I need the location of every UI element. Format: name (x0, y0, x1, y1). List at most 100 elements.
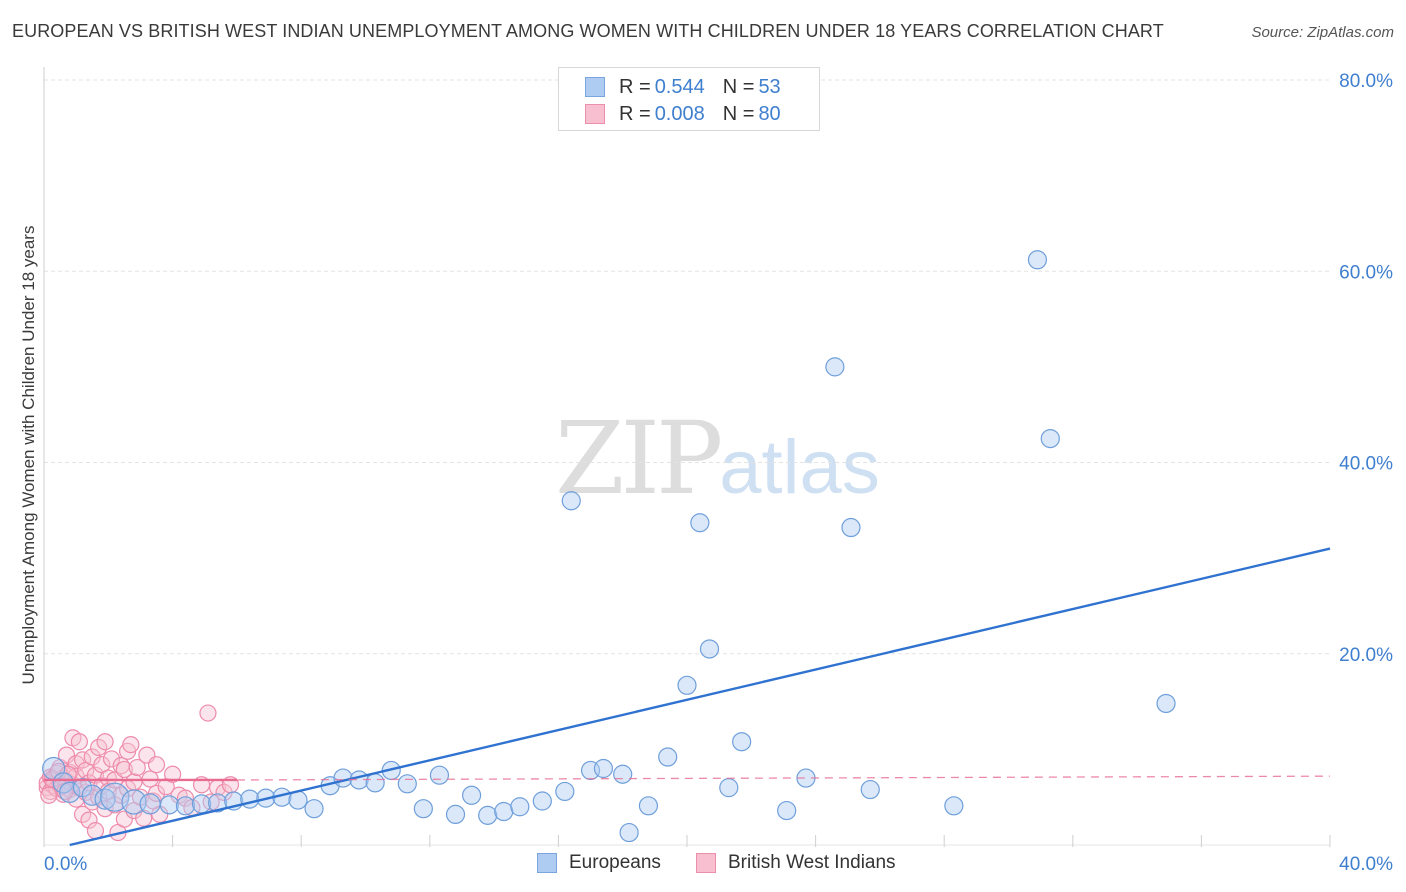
legend-r-label: R = (619, 102, 651, 125)
european-point (561, 491, 581, 511)
european-point (208, 793, 228, 813)
legend-n-value-europeans: 53 (758, 75, 781, 98)
y-axis-title: Unemployment Among Women with Children U… (19, 226, 38, 685)
legend-n-label: N = (722, 102, 755, 125)
legend-label-europeans: Europeans (569, 852, 661, 873)
european-point (461, 785, 482, 805)
european-point (494, 801, 514, 822)
european-point (690, 513, 710, 533)
legend-swatch-bwi (585, 104, 605, 124)
y-tick-label: 40.0% (1339, 454, 1393, 475)
european-point (191, 794, 212, 814)
bwi-point (147, 784, 166, 802)
bwi-point (176, 789, 195, 807)
bwi-point (164, 765, 182, 783)
y-tick-label: 20.0% (1339, 645, 1393, 666)
legend-r-label: R = (619, 75, 651, 98)
bwi-point (57, 746, 76, 764)
bwi-point (96, 733, 114, 751)
bwi-point (115, 810, 133, 828)
legend-r-value-europeans: 0.544 (654, 75, 705, 98)
bwi-point (135, 809, 153, 827)
european-point (732, 732, 752, 752)
european-point (860, 779, 880, 800)
legend-row-bwi: R = 0.008 N = 80 (585, 102, 785, 126)
european-point (304, 799, 324, 819)
legend-label-bwi: British West Indians (728, 852, 896, 873)
y-tick-label: 80.0% (1339, 71, 1393, 92)
european-point (121, 789, 147, 815)
bwi-point (80, 811, 98, 829)
watermark-zip: ZIP (555, 400, 723, 517)
europeans-trend-line (69, 547, 1331, 847)
legend-item-europeans[interactable]: Europeans (537, 852, 661, 874)
european-point (699, 639, 720, 659)
bwi-trend-line-dashed (236, 775, 1331, 781)
watermark-atlas: atlas (719, 425, 880, 510)
european-point (719, 778, 739, 798)
bwi-point (73, 805, 92, 824)
european-point (445, 804, 466, 825)
european-point (139, 793, 161, 815)
series-europeans (42, 250, 1176, 843)
european-point (159, 795, 179, 815)
european-point (777, 800, 797, 821)
legend-swatch-europeans (585, 77, 605, 97)
european-point (413, 799, 433, 819)
bwi-point (102, 750, 121, 768)
legend-row-europeans: R = 0.544 N = 53 (585, 75, 785, 99)
bwi-point (125, 773, 143, 791)
correlation-legend: R = 0.544 N = 53 R = 0.008 N = 80 (558, 67, 820, 131)
european-point (677, 675, 697, 695)
bwi-point (199, 704, 217, 722)
european-point (825, 357, 845, 377)
european-point (593, 758, 614, 779)
bwi-point (90, 738, 108, 757)
european-point (1156, 693, 1176, 714)
bwi-point (70, 733, 88, 751)
european-point (1027, 250, 1048, 270)
legend-item-bwi[interactable]: British West Indians (696, 852, 896, 874)
european-point (658, 747, 678, 767)
y-tick-label: 60.0% (1339, 262, 1393, 283)
legend-swatch-europeans (537, 853, 557, 873)
legend-n-label: N = (722, 75, 755, 98)
european-point (240, 789, 260, 809)
bwi-point (73, 751, 92, 769)
bwi-point (147, 756, 166, 774)
european-point (81, 784, 103, 806)
european-point (1040, 428, 1060, 449)
european-point (175, 796, 196, 816)
european-point (510, 797, 530, 817)
legend-n-value-bwi: 80 (758, 102, 781, 125)
european-point (59, 781, 81, 804)
european-point (429, 765, 450, 785)
axis-labels: 20.0% 40.0% 60.0% 80.0% 0.0% 40.0% Unemploymen… (19, 71, 1393, 875)
european-point (555, 781, 575, 802)
european-point (365, 773, 385, 793)
trend-lines (44, 547, 1331, 847)
european-point (944, 796, 964, 816)
x-tick-label: 40.0% (1339, 854, 1393, 875)
european-point (619, 822, 639, 843)
legend-swatch-bwi (696, 853, 716, 873)
legend-r-value-bwi: 0.008 (654, 102, 705, 125)
grid-lines (44, 79, 1330, 655)
watermark: ZIPatlas (555, 400, 880, 517)
x-tick-label: 0.0% (44, 854, 87, 875)
european-point (94, 788, 116, 810)
bwi-point (128, 758, 146, 777)
axes (43, 67, 1331, 847)
bwi-point (122, 735, 140, 754)
chart-title: EUROPEAN VS BRITISH WEST INDIAN UNEMPLOY… (12, 21, 1164, 41)
source-label: Source: ZipAtlas.com (1251, 24, 1394, 41)
european-point (613, 764, 633, 784)
european-point (532, 791, 552, 811)
bwi-point (115, 760, 133, 779)
series-legend: Europeans British West Indians (0, 852, 1406, 878)
bwi-point (40, 786, 58, 804)
european-point (841, 517, 861, 538)
series-british-west-indians (38, 704, 240, 842)
bwi-point (86, 822, 105, 840)
